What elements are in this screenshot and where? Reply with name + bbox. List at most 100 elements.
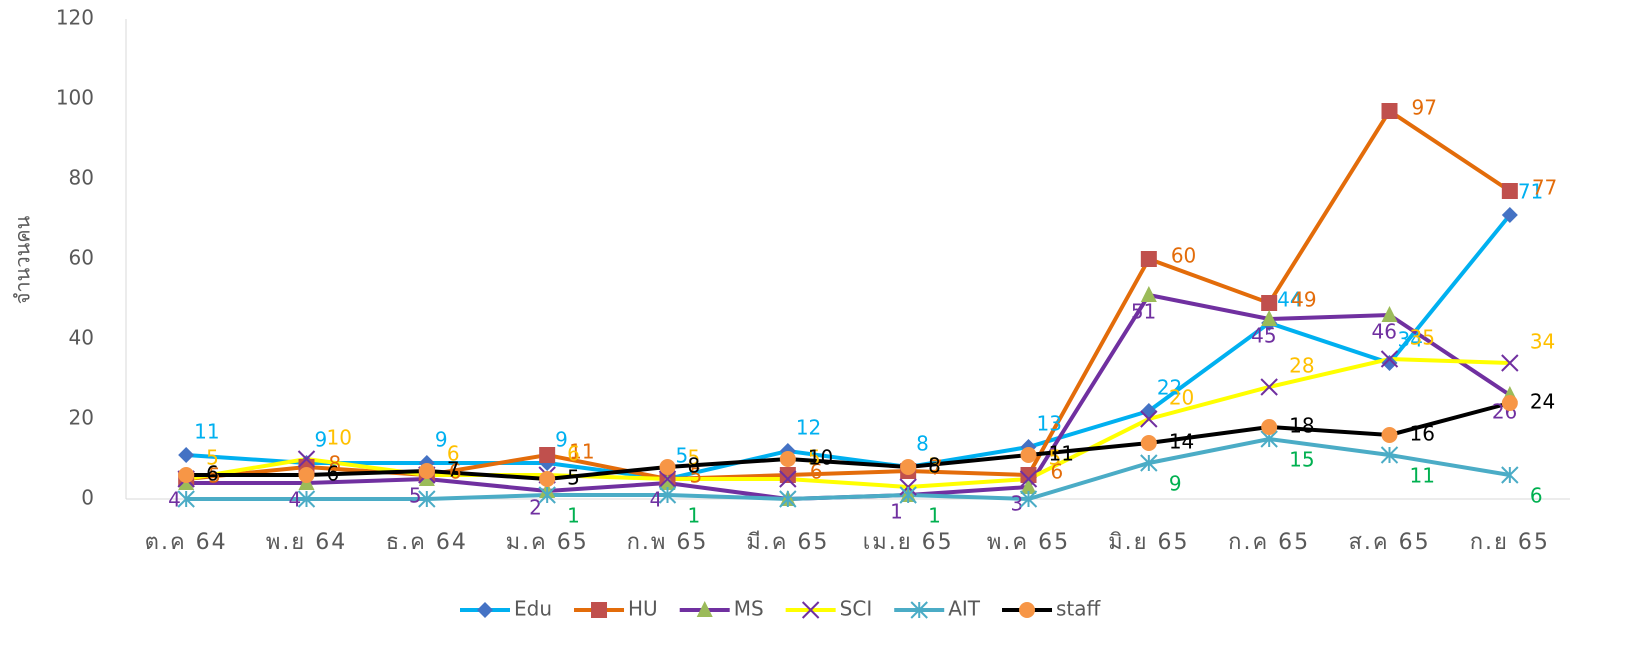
data-label: 46 [1372,320,1397,344]
data-point [298,467,315,483]
data-label: 34 [1398,328,1423,352]
legend-label: staff [1056,597,1102,621]
data-label: 18 [1289,414,1314,438]
data-point [1501,466,1519,484]
data-point [1260,378,1278,396]
data-point [178,447,195,463]
data-label: 6 [206,462,219,486]
data-label: 13 [1037,412,1062,436]
y-axis-label: จำนวนคน [11,215,35,304]
data-label: 11 [569,440,594,464]
data-label: 11 [194,420,219,444]
legend-marker [477,602,493,618]
y-tick-label: 40 [69,326,94,350]
data-label: 49 [1291,288,1316,312]
data-point [658,486,677,504]
data-label: 7 [447,458,460,482]
legend-label: Edu [514,597,552,621]
data-point [538,486,556,504]
data-label: 1 [890,500,903,524]
data-label: 6 [447,442,460,466]
data-label: 51 [1131,300,1156,324]
legend-label: AIT [948,597,981,621]
data-point [779,451,796,467]
x-tick-label: มิ.ย 65 [1108,530,1189,555]
legend-marker [591,602,608,618]
data-point [177,490,195,508]
series-line [186,213,1512,482]
data-point [1020,447,1037,463]
data-label: 97 [1412,96,1437,120]
data-label: 1 [567,504,580,528]
data-point [418,490,436,508]
data-label: 5 [1049,446,1062,470]
data-label: 20 [1169,386,1194,410]
data-label: 3 [1011,492,1024,516]
data-label: 9 [435,428,448,452]
legend-marker [801,601,820,619]
data-label: 8 [688,454,701,478]
x-tick-label: พ.ย 64 [266,530,347,555]
legend-item: AIT [894,597,981,621]
data-point [1380,350,1399,368]
data-label: 45 [1251,324,1276,348]
legend-label: HU [628,597,658,621]
data-point [1140,454,1158,472]
data-label: 22 [1157,376,1182,400]
data-point [779,470,797,488]
data-point [779,467,796,483]
x-tick-label: ก.พ 65 [627,530,709,555]
data-label: 5 [206,446,219,470]
y-tick-label: 20 [69,406,94,430]
data-point [659,474,676,490]
data-label: 3 [928,454,941,478]
data-label: 8 [928,454,941,478]
legend-item: staff [1002,597,1102,621]
data-point [1381,427,1398,443]
data-point [1020,478,1037,494]
data-point [1140,286,1157,302]
data-point [658,470,677,488]
data-label: 9 [555,428,568,452]
y-tick-label: 120 [56,6,94,30]
data-label: 6 [327,462,340,486]
data-label: 35 [1410,326,1435,350]
x-tick-label: ก.ค 65 [1228,530,1310,555]
data-label: 5 [808,446,821,470]
data-point [1020,467,1037,483]
x-tick-label: มี.ค 65 [746,530,829,555]
y-tick-label: 60 [69,246,94,270]
data-point [1261,295,1278,311]
data-point [779,490,797,508]
data-point [1380,446,1399,464]
legend-item: MS [679,597,764,621]
x-tick-label: ก.ย 65 [1470,530,1550,555]
legend-marker [910,601,928,619]
data-label: 2 [529,496,542,520]
data-label: 6 [1530,484,1543,508]
data-point [1501,183,1518,199]
data-point [1381,306,1398,322]
data-point [899,486,917,504]
data-point [659,459,676,475]
data-label: 1 [928,504,941,528]
data-label: 10 [808,446,833,470]
data-label: 77 [1532,176,1557,200]
series-line [186,436,1511,502]
data-label: 11 [1410,464,1435,488]
legend-item: HU [574,597,658,621]
data-label: 71 [1518,180,1543,204]
data-label: 6 [810,460,823,484]
data-label: 34 [1530,330,1555,354]
legend-label: MS [734,597,764,621]
x-tick-label: เม.ย 65 [863,530,954,555]
data-label: 6 [1051,460,1064,484]
series-line [186,401,1511,482]
data-point [539,471,556,487]
data-label: 4 [168,488,181,512]
data-label: 5 [676,444,689,468]
y-tick-label: 80 [69,166,94,190]
data-point [539,447,556,463]
data-label: 8 [329,452,342,476]
